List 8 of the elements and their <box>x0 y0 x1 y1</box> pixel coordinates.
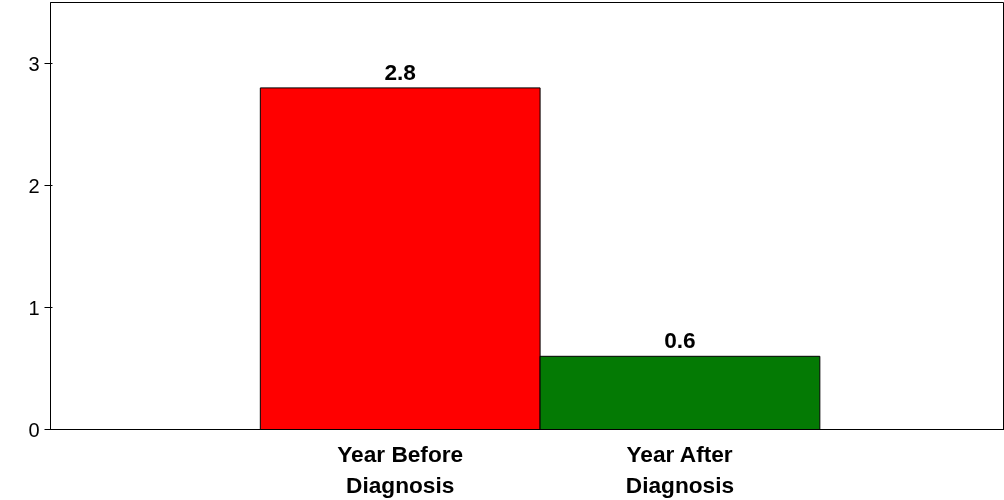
data-label: 2.8 <box>384 58 416 85</box>
y-tick-label: 1 <box>28 296 40 319</box>
y-tick-label: 0 <box>28 418 40 441</box>
x-tick-label: Year After Diagnosis <box>625 440 735 498</box>
x-tick-label: Year Before Diagnosis <box>337 440 464 498</box>
y-tick-label: 3 <box>28 52 40 75</box>
y-tick-label: 2 <box>28 174 40 197</box>
data-label: 0.6 <box>664 327 696 354</box>
